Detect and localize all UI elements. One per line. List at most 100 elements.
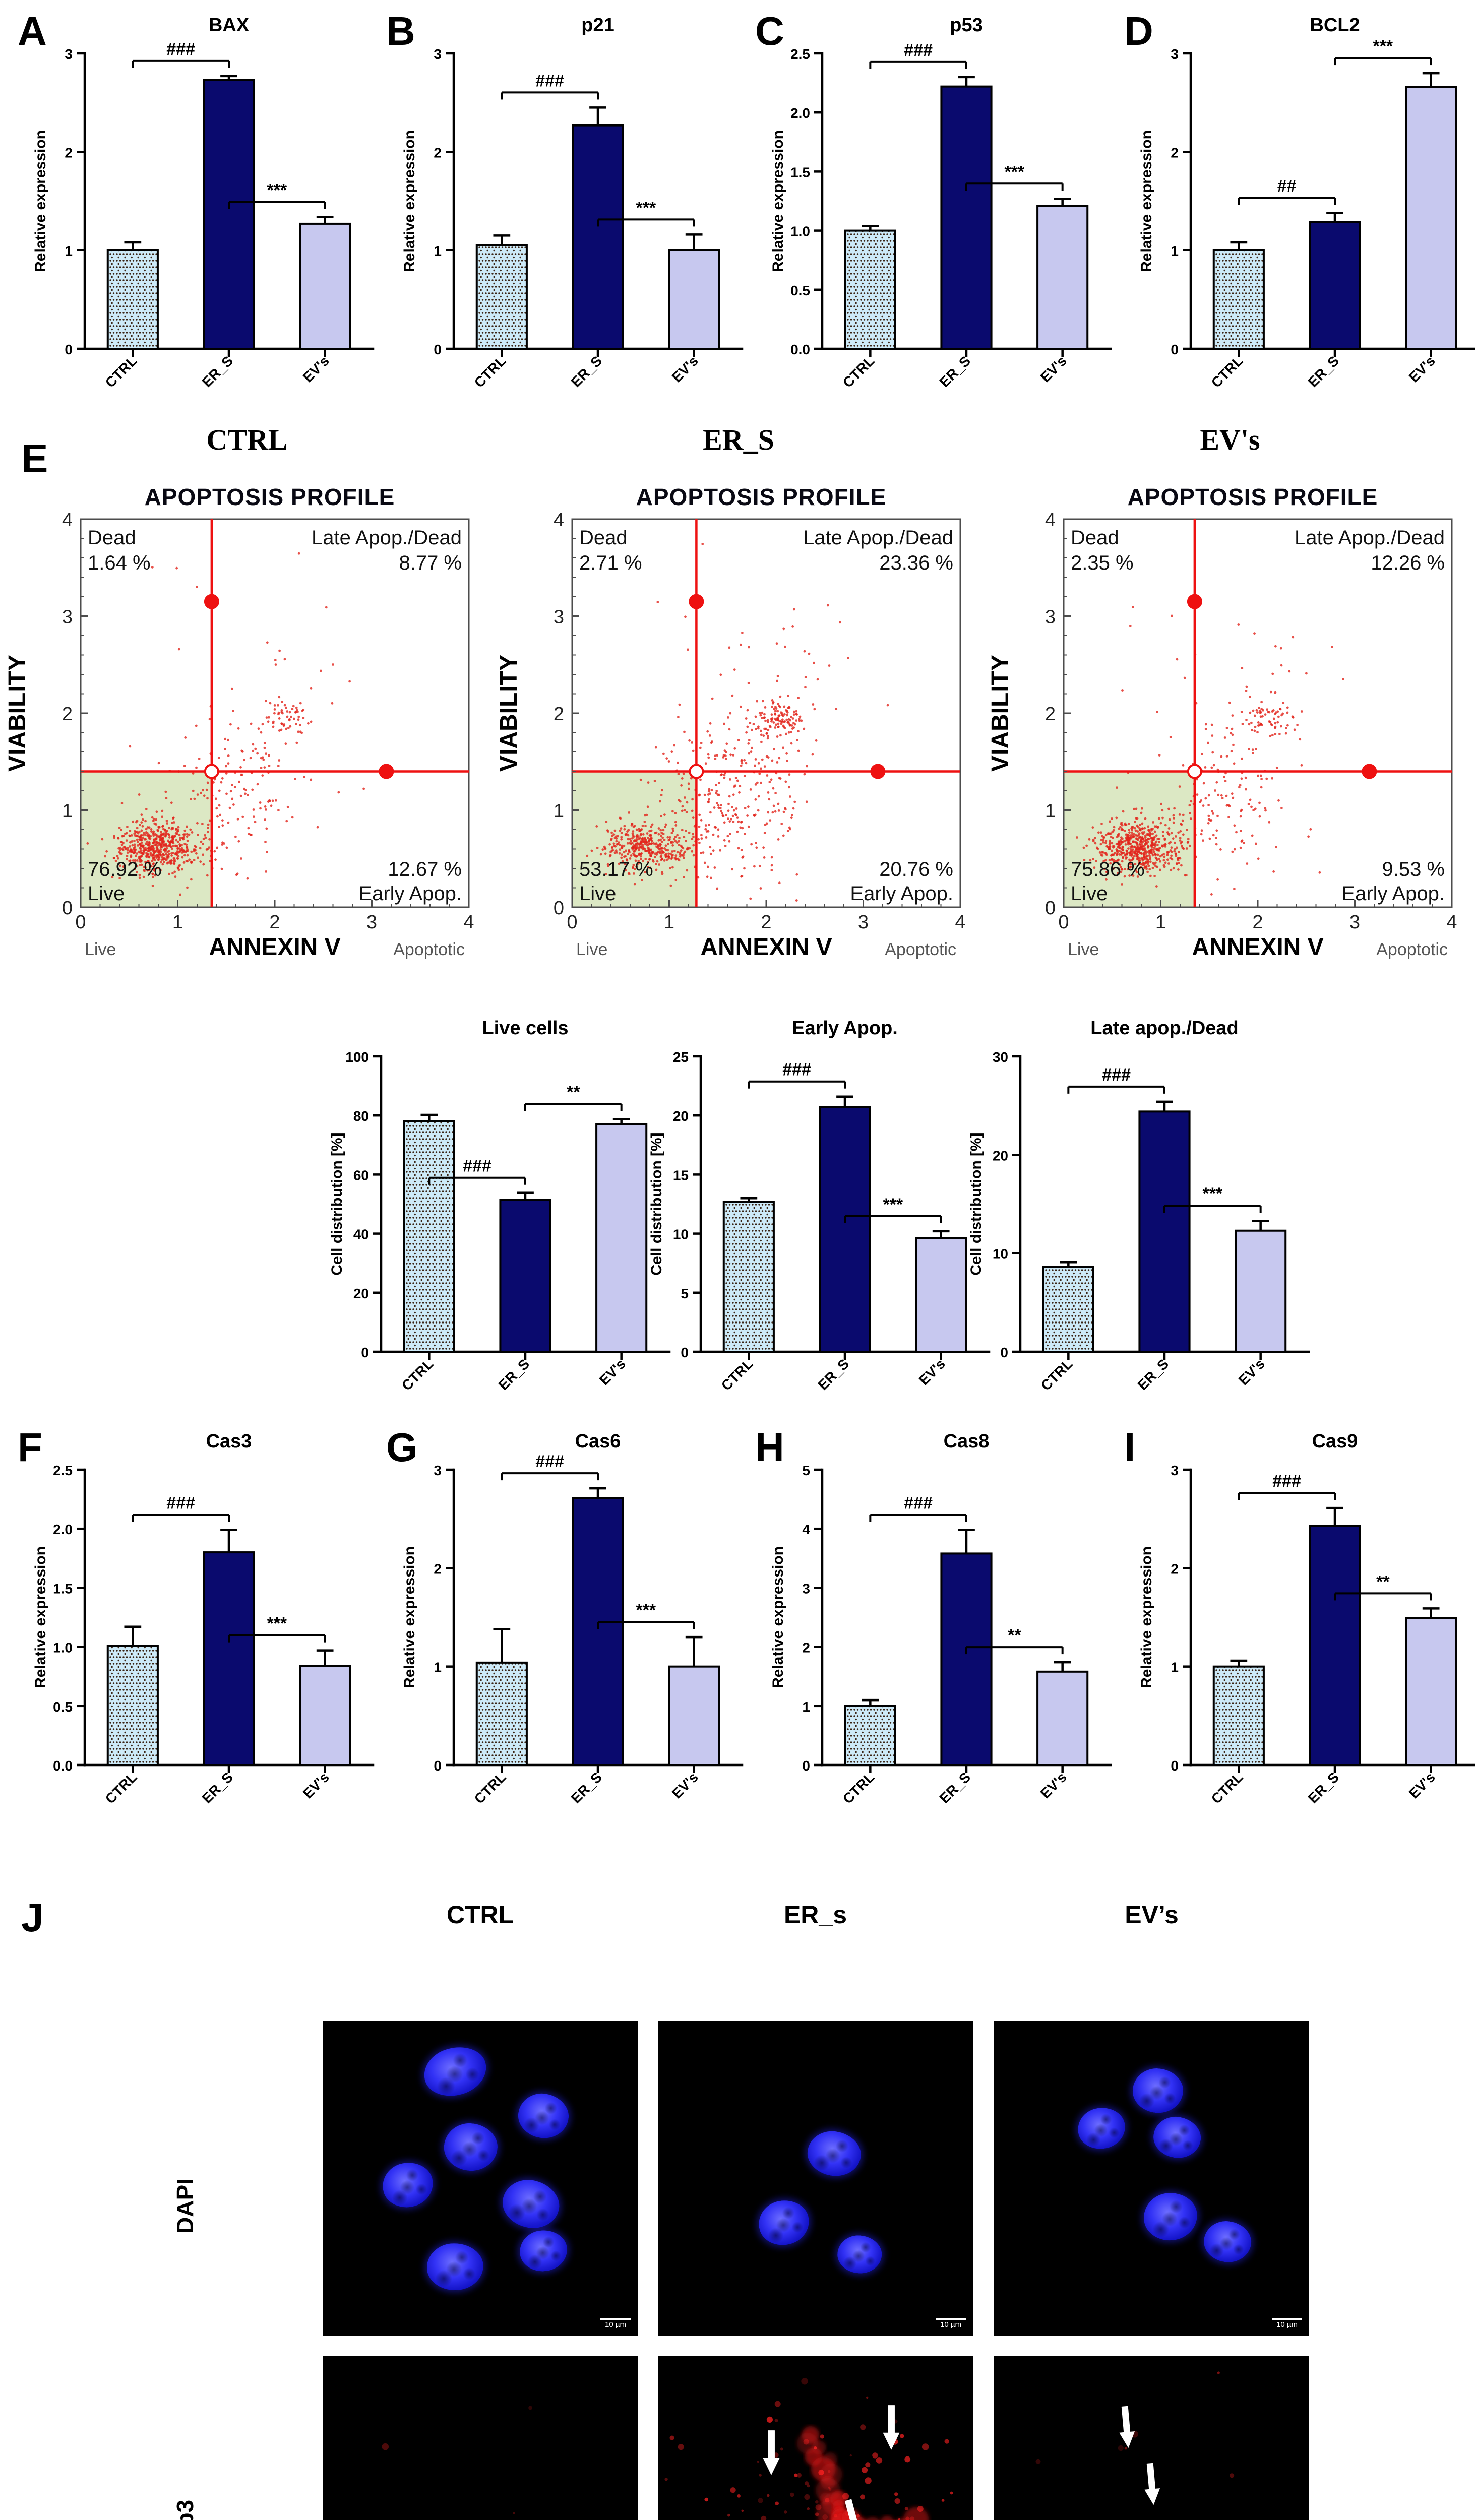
svg-text:CTRL: CTRL [718,1356,756,1394]
svg-text:###: ### [166,40,195,59]
svg-text:4: 4 [554,510,564,531]
svg-text:10: 10 [673,1227,689,1242]
svg-text:1.5: 1.5 [790,164,810,180]
svg-text:1: 1 [1171,1660,1179,1675]
svg-text:**: ** [1376,1572,1390,1591]
svg-text:***: *** [883,1195,903,1214]
svg-text:APOPTOSIS PROFILE: APOPTOSIS PROFILE [1128,484,1378,510]
svg-text:CTRL: CTRL [1038,1356,1076,1394]
svg-text:##: ## [1277,176,1297,196]
svg-text:0.0: 0.0 [790,342,810,357]
svg-text:Apoptotic: Apoptotic [1376,940,1448,959]
svg-text:2: 2 [554,704,564,725]
svg-text:###: ### [166,1494,195,1513]
svg-text:EV's: EV's [1200,423,1260,456]
svg-text:***: *** [267,180,287,200]
svg-text:5: 5 [681,1286,689,1301]
svg-text:Live: Live [85,940,116,959]
svg-text:Early Apop.: Early Apop. [358,883,462,905]
svg-text:Live cells: Live cells [482,1018,568,1039]
svg-text:Early Apop.: Early Apop. [792,1018,898,1039]
svg-text:EV's: EV's [1037,1769,1070,1801]
svg-text:12.67 %: 12.67 % [388,858,462,880]
svg-text:Live: Live [579,883,616,905]
svg-text:ER_S: ER_S [199,1769,236,1806]
svg-text:Early Apop.: Early Apop. [1341,883,1445,905]
svg-text:###: ### [1102,1065,1131,1085]
svg-text:ER_S: ER_S [1135,1356,1172,1393]
svg-text:3: 3 [434,46,442,62]
svg-text:Relative expression: Relative expression [1138,130,1155,272]
svg-text:0.5: 0.5 [53,1699,73,1715]
svg-text:4: 4 [463,912,474,933]
svg-text:Cas8: Cas8 [944,1431,990,1452]
svg-text:1.5: 1.5 [53,1581,73,1596]
svg-text:CTRL: CTRL [206,423,287,456]
svg-text:Late Apop./Dead: Late Apop./Dead [312,527,462,549]
svg-text:3: 3 [1171,46,1179,62]
svg-text:5: 5 [802,1463,810,1478]
svg-text:3: 3 [802,1581,810,1596]
svg-text:ER_S: ER_S [568,353,605,390]
svg-text:Apoptotic: Apoptotic [393,940,465,959]
svg-text:BAX: BAX [209,15,250,36]
svg-text:VIABILITY: VIABILITY [497,655,522,772]
svg-text:0: 0 [62,898,73,919]
svg-text:CTRL: CTRL [102,1769,140,1807]
svg-text:20.76 %: 20.76 % [879,858,953,880]
svg-text:2: 2 [65,145,73,160]
svg-text:1: 1 [62,801,73,822]
svg-text:3: 3 [62,607,73,628]
svg-text:CTRL: CTRL [399,1356,437,1394]
svg-text:###: ### [904,1494,933,1513]
svg-text:80: 80 [353,1108,369,1124]
svg-text:3: 3 [366,912,377,933]
svg-text:20: 20 [353,1286,369,1301]
svg-text:2: 2 [434,1561,442,1577]
svg-text:3: 3 [858,912,869,933]
svg-text:ER_S: ER_S [199,353,236,390]
svg-text:ER_S: ER_S [1305,353,1342,390]
svg-text:BCL2: BCL2 [1310,15,1360,36]
svg-text:53.17 %: 53.17 % [579,858,653,880]
svg-text:ER_S: ER_S [496,1356,533,1393]
svg-text:23.36 %: 23.36 % [879,552,953,574]
svg-text:Live: Live [1071,883,1108,905]
svg-text:2.5: 2.5 [790,46,810,62]
svg-text:0: 0 [1045,898,1056,919]
svg-text:Relative expression: Relative expression [1138,1546,1155,1688]
svg-text:75.86 %: 75.86 % [1071,858,1145,880]
svg-text:3: 3 [554,607,564,628]
svg-text:100: 100 [345,1049,369,1065]
svg-text:Cell distribution [%]: Cell distribution [%] [648,1132,665,1275]
svg-text:3: 3 [1045,607,1056,628]
svg-text:ANNEXIN V: ANNEXIN V [700,934,832,961]
svg-text:Late apop./Dead: Late apop./Dead [1090,1018,1239,1039]
svg-text:***: *** [1004,162,1024,181]
svg-text:APOPTOSIS PROFILE: APOPTOSIS PROFILE [145,484,395,510]
svg-text:40: 40 [353,1227,369,1242]
svg-text:2: 2 [1045,704,1056,725]
svg-text:Relative expression: Relative expression [770,1546,786,1688]
svg-text:Live: Live [576,940,607,959]
svg-text:Dead: Dead [1071,527,1119,549]
svg-text:ER_S: ER_S [1305,1769,1342,1806]
svg-text:20: 20 [993,1148,1008,1163]
svg-text:APOPTOSIS PROFILE: APOPTOSIS PROFILE [636,484,887,510]
svg-text:60: 60 [353,1167,369,1183]
svg-text:ER_S: ER_S [815,1356,852,1393]
svg-text:0: 0 [434,1758,442,1774]
svg-text:1.0: 1.0 [53,1640,73,1656]
svg-text:Live: Live [88,883,125,905]
svg-text:0: 0 [567,912,577,933]
svg-text:EV's: EV's [596,1356,629,1388]
svg-text:***: *** [636,198,656,217]
svg-text:3: 3 [434,1463,442,1478]
svg-text:**: ** [1008,1626,1021,1645]
svg-text:***: *** [1373,37,1393,56]
svg-text:8.77 %: 8.77 % [399,552,462,574]
svg-text:3: 3 [1349,912,1360,933]
svg-text:1.0: 1.0 [790,224,810,239]
svg-text:76.92 %: 76.92 % [88,858,162,880]
svg-text:Relative expression: Relative expression [401,1546,418,1688]
